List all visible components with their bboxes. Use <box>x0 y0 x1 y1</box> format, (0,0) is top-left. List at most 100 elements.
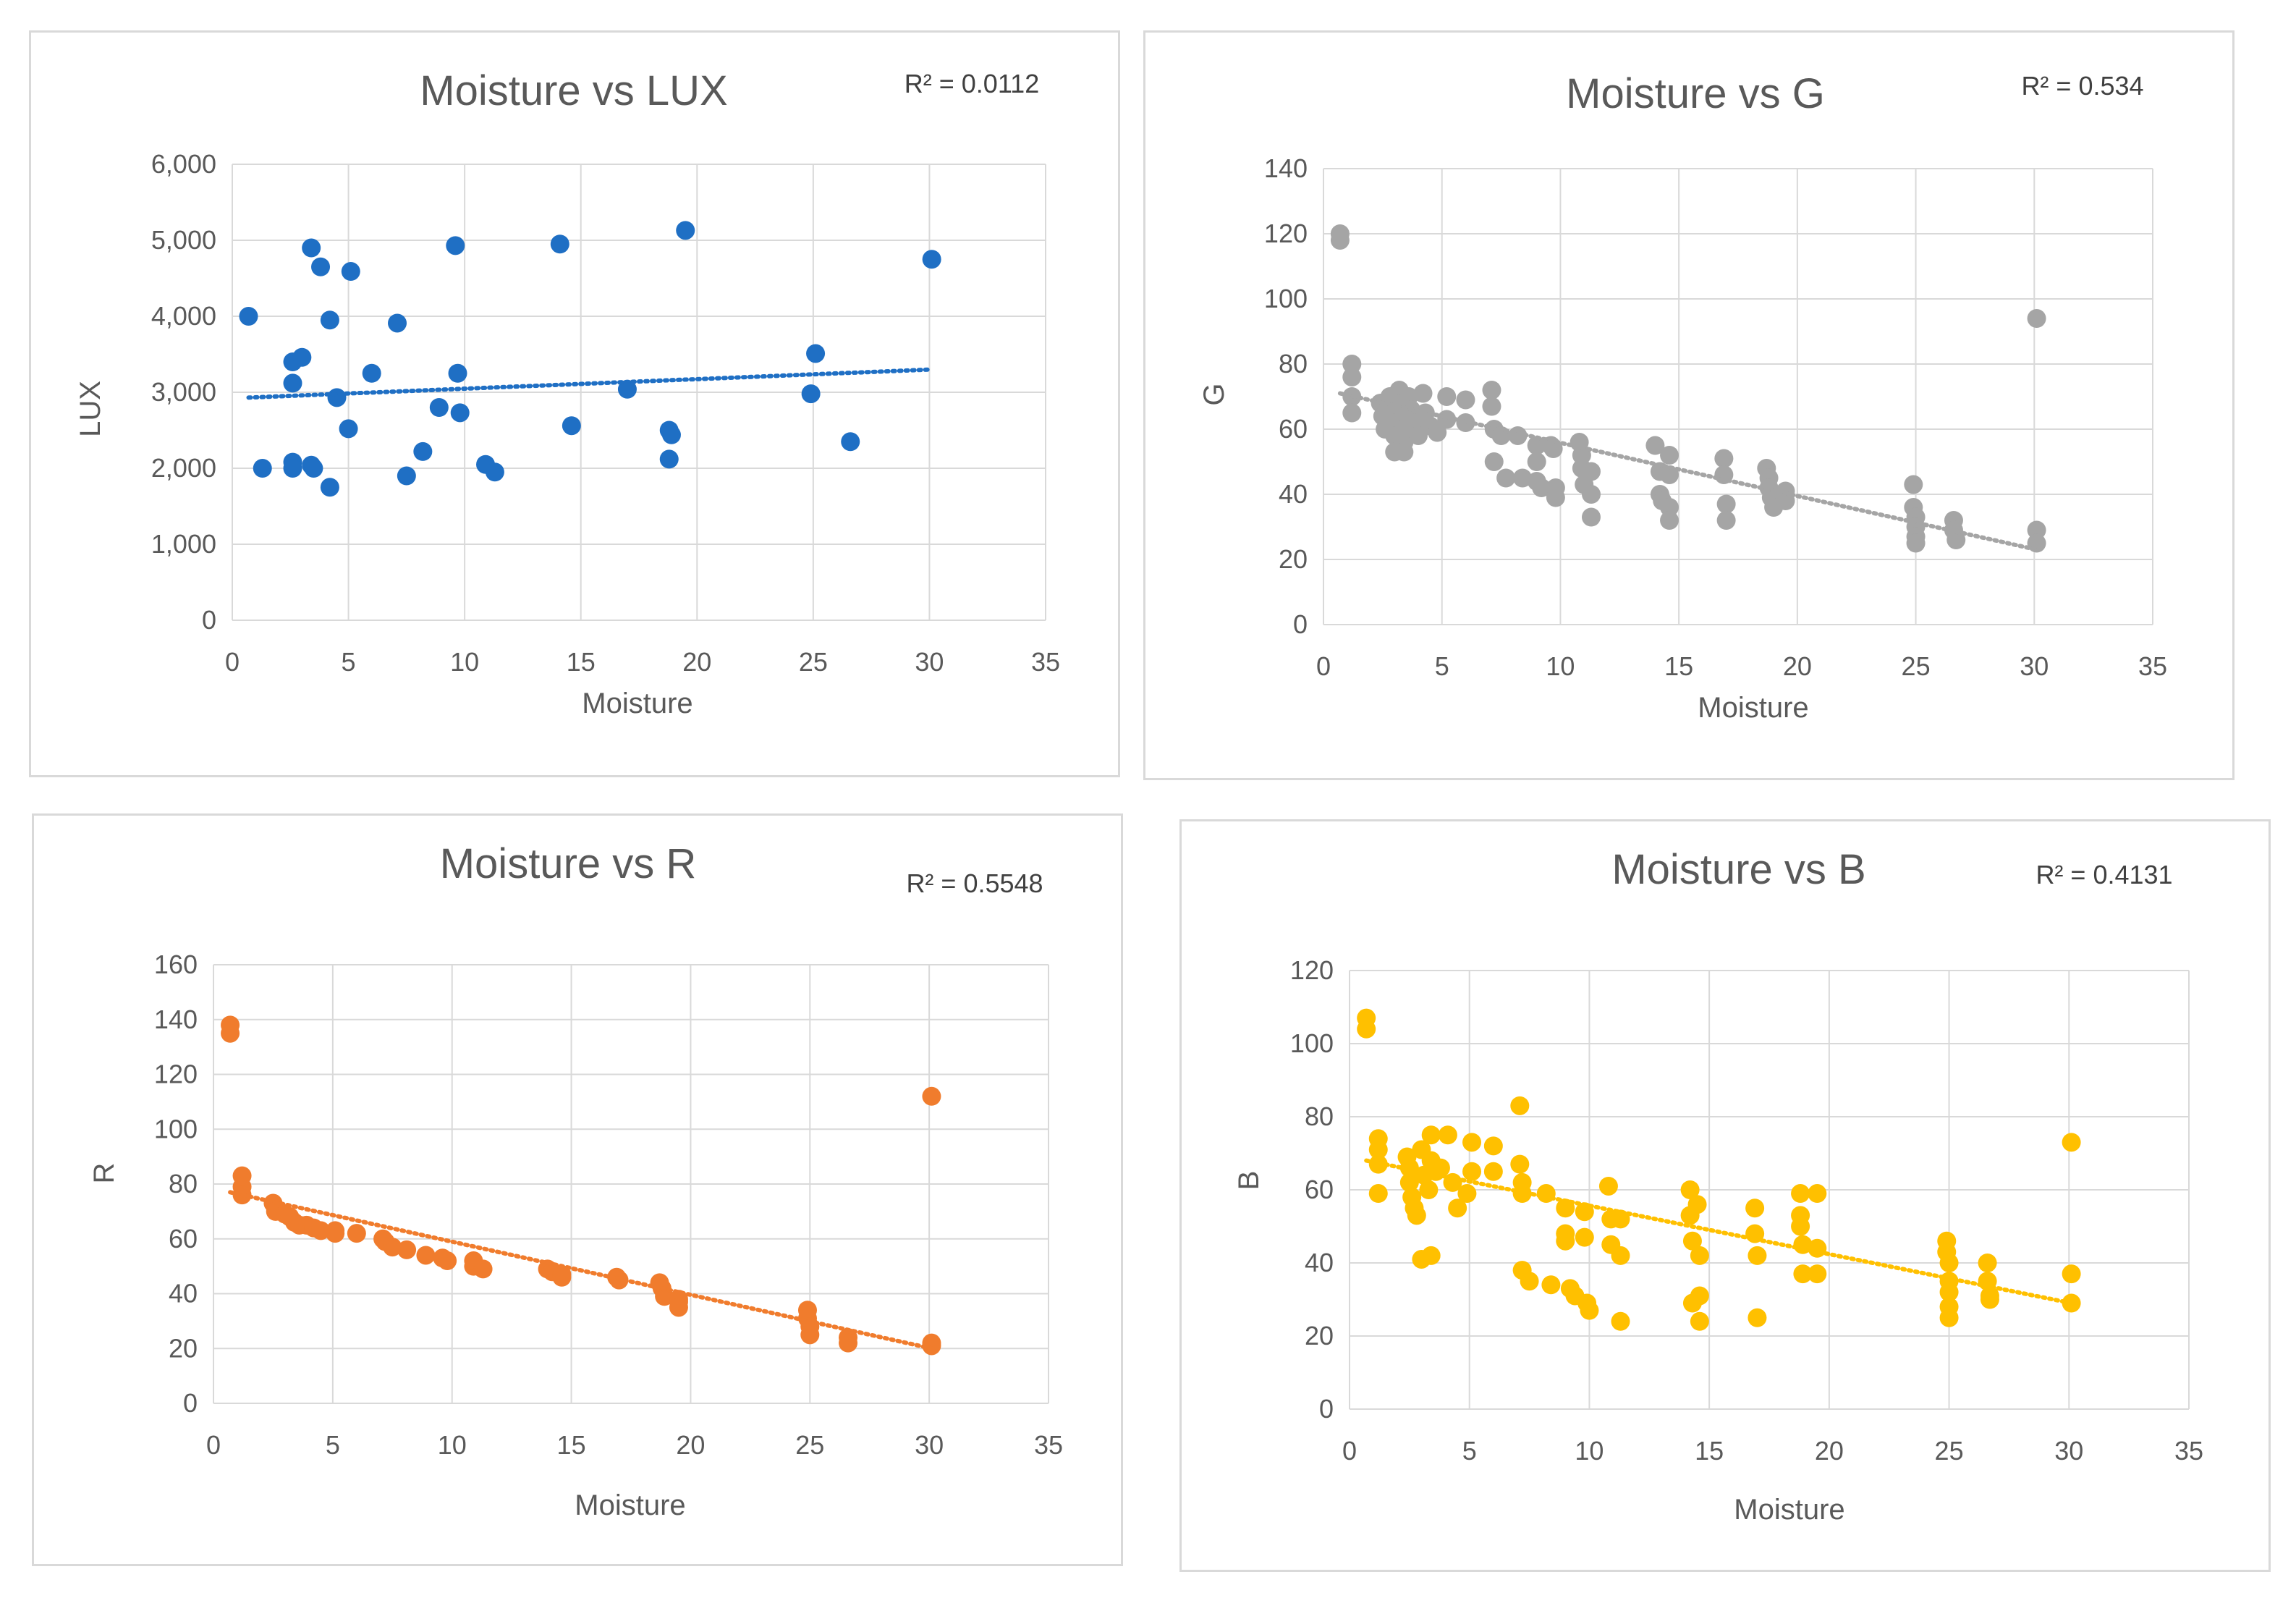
data-point <box>676 221 695 240</box>
y-tick-label: 100 <box>1290 1028 1334 1058</box>
data-point <box>1484 452 1504 471</box>
chart-panel-g: Moisture vs G R² = 0.534 Moisture G 0 20 4… <box>1143 30 2234 780</box>
data-point <box>1457 1184 1477 1204</box>
y-tick-label: 140 <box>1264 153 1308 183</box>
gridlines <box>213 964 1049 1404</box>
data-point <box>326 1224 345 1243</box>
data-point <box>1438 1125 1457 1145</box>
data-point <box>1660 511 1679 530</box>
scatter-chart-b: Moisture vs B R² = 0.4131 Moisture B 0 20… <box>1233 846 2203 1526</box>
data-point <box>669 1298 688 1317</box>
data-point <box>1598 1176 1618 1196</box>
data-point <box>1939 1282 1959 1302</box>
x-tick-label: 10 <box>438 1430 467 1460</box>
data-point <box>2062 1264 2081 1284</box>
x-tick-label: 25 <box>1902 651 1931 681</box>
data-point <box>1431 1158 1450 1178</box>
data-point <box>1428 423 1447 442</box>
data-point <box>311 257 331 276</box>
r-squared-label: R² = 0.4131 <box>2036 860 2172 889</box>
data-point <box>1611 1209 1630 1229</box>
data-point <box>1687 1195 1707 1214</box>
data-point <box>1716 511 1736 530</box>
data-point <box>473 1259 493 1279</box>
data-point <box>1904 475 1923 494</box>
x-tick-label: 20 <box>676 1430 705 1460</box>
data-point <box>1660 498 1679 517</box>
y-tick-label: 60 <box>1279 414 1308 444</box>
data-point <box>1456 390 1475 410</box>
data-point <box>239 307 258 326</box>
x-tick-label: 25 <box>795 1430 824 1460</box>
data-point <box>1368 1140 1388 1159</box>
data-point <box>841 432 860 452</box>
data-point <box>1808 1238 1827 1258</box>
y-tick-label: 20 <box>1305 1321 1334 1350</box>
y-tick-label: 20 <box>169 1333 198 1363</box>
data-point <box>397 1240 417 1259</box>
data-point <box>1394 442 1414 462</box>
scatter-chart-lux: Moisture vs LUX R² = 0.0112 Moisture LUX… <box>75 67 1060 719</box>
data-point <box>283 459 302 478</box>
data-point <box>383 1238 402 1257</box>
data-point <box>2027 520 2046 540</box>
y-axis-label: G <box>1198 383 1230 405</box>
y-tick-label: 3,000 <box>151 377 216 407</box>
data-points <box>221 1015 941 1356</box>
y-tick-label: 40 <box>1279 479 1308 509</box>
data-point <box>1462 1133 1482 1152</box>
y-tick-label: 60 <box>1305 1175 1334 1204</box>
scatter-chart-g: Moisture vs G R² = 0.534 Moisture G 0 20 4… <box>1198 70 2167 724</box>
data-point <box>1745 1198 1765 1218</box>
data-point <box>562 416 581 436</box>
chart-title: Moisture vs B <box>1611 846 1865 893</box>
data-point <box>1680 1180 1700 1199</box>
x-tick-label: 0 <box>1316 651 1331 681</box>
y-tick-label: 0 <box>202 605 216 635</box>
x-tick-label: 20 <box>682 647 711 677</box>
data-point <box>1527 452 1546 471</box>
data-point <box>1399 1158 1419 1178</box>
data-point <box>1462 1162 1482 1181</box>
x-axis-label: Moisture <box>582 688 692 719</box>
y-tick-label: 80 <box>1279 349 1308 379</box>
data-point <box>450 403 470 423</box>
x-tick-label: 10 <box>450 647 479 677</box>
x-tick-label: 5 <box>1435 651 1449 681</box>
data-point <box>1980 1290 1999 1309</box>
data-point <box>1448 1198 1467 1218</box>
data-point <box>839 1333 858 1353</box>
data-point <box>1808 1184 1827 1204</box>
data-point <box>1581 485 1601 504</box>
data-point <box>1513 468 1533 488</box>
data-point <box>801 384 821 404</box>
data-point <box>1939 1308 1959 1327</box>
x-axis-label: Moisture <box>575 1489 685 1521</box>
data-point <box>1791 1184 1810 1204</box>
data-point <box>1906 533 1926 553</box>
x-tick-label: 5 <box>1462 1436 1477 1466</box>
x-tick-label: 35 <box>2138 651 2167 681</box>
y-tick-label: 120 <box>1290 955 1334 985</box>
data-point <box>339 419 358 439</box>
x-tick-label: 0 <box>1342 1436 1357 1466</box>
data-point <box>221 1023 240 1043</box>
data-point <box>1946 530 1966 549</box>
y-tick-label: 100 <box>1264 284 1308 313</box>
y-tick-label: 80 <box>169 1169 198 1198</box>
data-point <box>1527 436 1546 455</box>
x-tick-label: 35 <box>1031 647 1060 677</box>
x-tick-label: 30 <box>2020 651 2049 681</box>
data-point <box>661 425 681 444</box>
chart-panel-b: Moisture vs B R² = 0.4131 Moisture B 0 20… <box>1179 819 2271 1572</box>
trendline <box>228 1190 934 1351</box>
r-squared-label: R² = 0.5548 <box>906 868 1043 898</box>
data-point <box>311 1221 331 1240</box>
x-tick-label: 0 <box>206 1430 221 1460</box>
data-point <box>1342 403 1362 423</box>
data-point <box>1419 1180 1439 1199</box>
chart-title: Moisture vs G <box>1566 70 1825 117</box>
x-tick-label: 35 <box>2174 1436 2203 1466</box>
data-point <box>922 1336 941 1356</box>
data-point <box>1690 1311 1709 1331</box>
